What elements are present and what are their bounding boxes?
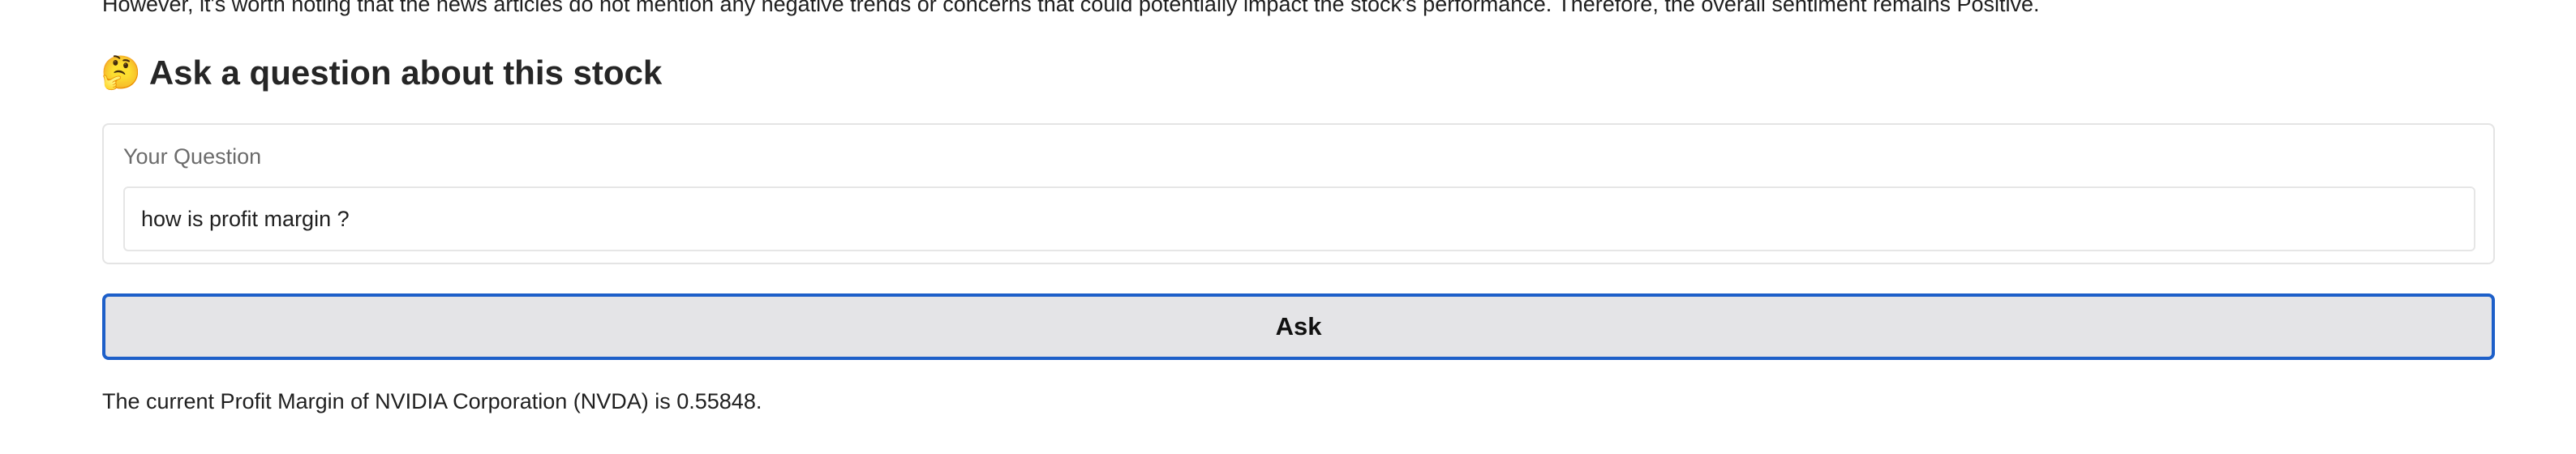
thinking-face-icon: 🤔 (101, 54, 141, 92)
section-heading-text: Ask a question about this stock (148, 54, 663, 92)
section-heading: 🤔 Ask a question about this stock (101, 50, 662, 96)
question-field-label: Your Question (123, 144, 262, 169)
answer-text: The current Profit Margin of NVIDIA Corp… (102, 389, 762, 413)
question-form-panel: Your Question (102, 123, 2495, 264)
ask-button[interactable]: Ask (102, 293, 2495, 360)
sentiment-summary-text: However, it's worth noting that the news… (102, 0, 2040, 16)
question-input[interactable] (123, 186, 2475, 251)
